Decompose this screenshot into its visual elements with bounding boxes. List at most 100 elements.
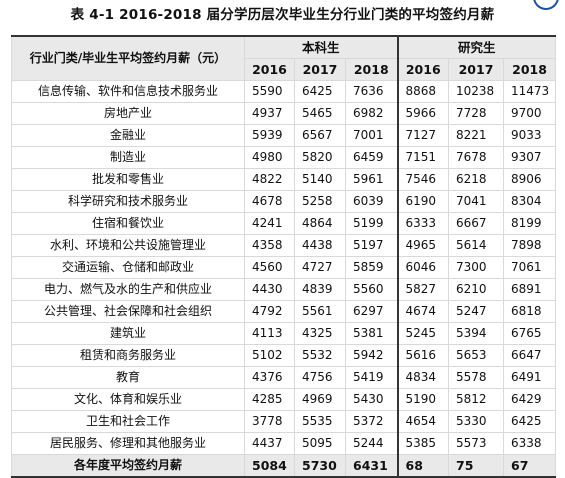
salary-cell: 8906 [503, 168, 557, 191]
industry-name: 公共管理、社会保障和社会组织 [11, 300, 245, 323]
salary-cell: 5616 [396, 344, 450, 367]
total-salary-cell: 68 [396, 454, 450, 478]
table-row: 水利、环境和公共设施管理业 4358 4438 5197 4965 5614 7898 [11, 234, 557, 257]
table-row: 文化、体育和娱乐业 4285 4969 5430 5190 5812 6429 [11, 388, 557, 411]
salary-cell: 6425 [294, 80, 346, 103]
salary-cell: 5381 [344, 322, 399, 345]
salary-cell: 8304 [503, 190, 557, 213]
salary-cell: 5614 [448, 234, 505, 257]
salary-cell: 5573 [448, 432, 505, 455]
salary-cell: 6429 [503, 388, 557, 411]
salary-cell: 4834 [396, 366, 450, 389]
salary-cell: 4430 [244, 278, 295, 301]
salary-cell: 7041 [448, 190, 505, 213]
table-row: 金融业 5939 6567 7001 7127 8221 9033 [11, 124, 557, 147]
salary-cell: 4792 [244, 300, 295, 323]
industry-name: 教育 [11, 366, 245, 389]
salary-cell: 6765 [503, 322, 557, 345]
salary-cell: 5827 [396, 278, 450, 301]
industry-name: 住宿和餐饮业 [11, 212, 245, 235]
salary-cell: 5939 [244, 124, 295, 147]
salary-cell: 7300 [448, 256, 505, 279]
total-salary-cell: 75 [448, 454, 505, 478]
salary-cell: 6046 [396, 256, 450, 279]
total-salary-cell: 6431 [344, 454, 399, 478]
salary-cell: 5197 [344, 234, 399, 257]
salary-cell: 7061 [503, 256, 557, 279]
group-header-undergrad: 本科生 [243, 35, 399, 59]
industry-name: 水利、环境和公共设施管理业 [11, 234, 245, 257]
table-row: 制造业 4980 5820 6459 7151 7678 9307 [11, 146, 557, 169]
salary-cell: 5812 [448, 388, 505, 411]
group-header-graduate: 研究生 [396, 35, 557, 59]
salary-cell: 6891 [503, 278, 557, 301]
salary-cell: 6567 [294, 124, 346, 147]
salary-cell: 4358 [244, 234, 295, 257]
salary-cell: 7001 [344, 124, 399, 147]
salary-cell: 4674 [396, 300, 450, 323]
industry-name: 房地产业 [11, 102, 245, 125]
year-header: 2018 [344, 58, 399, 81]
table-row: 住宿和餐饮业 4241 4864 5199 6333 6667 8199 [11, 212, 557, 235]
salary-cell: 6425 [503, 410, 557, 433]
salary-cell: 4839 [294, 278, 346, 301]
table-row: 批发和零售业 4822 5140 5961 7546 6218 8906 [11, 168, 557, 191]
table-row: 居民服务、修理和其他服务业 4437 5095 5244 5385 5573 6338 [11, 432, 557, 455]
year-header: 2017 [448, 58, 505, 81]
table-row: 建筑业 4113 4325 5381 5245 5394 6765 [11, 322, 557, 345]
salary-cell: 5419 [344, 366, 399, 389]
salary-cell: 7636 [344, 80, 399, 103]
salary-cell: 5966 [396, 102, 450, 125]
salary-cell: 8199 [503, 212, 557, 235]
salary-cell: 5244 [344, 432, 399, 455]
salary-cell: 5258 [294, 190, 346, 213]
salary-cell: 10238 [448, 80, 505, 103]
salary-cell: 5247 [448, 300, 505, 323]
year-header: 2016 [244, 58, 295, 81]
salary-cell: 6218 [448, 168, 505, 191]
salary-cell: 4376 [244, 366, 295, 389]
salary-table: 行业门类/毕业生平均签约月薪（元） 本科生 研究生 2016 2017 2018… [11, 35, 557, 478]
salary-cell: 6667 [448, 212, 505, 235]
salary-cell: 4560 [244, 256, 295, 279]
salary-cell: 5330 [448, 410, 505, 433]
salary-cell: 5653 [448, 344, 505, 367]
salary-cell: 3778 [244, 410, 295, 433]
salary-cell: 7898 [503, 234, 557, 257]
table-row: 交通运输、仓储和邮政业 4560 4727 5859 6046 7300 7061 [11, 256, 557, 279]
salary-cell: 4678 [244, 190, 295, 213]
salary-cell: 6338 [503, 432, 557, 455]
year-header: 2017 [294, 58, 346, 81]
salary-cell: 4654 [396, 410, 450, 433]
salary-cell: 9700 [503, 102, 557, 125]
industry-name: 信息传输、软件和信息技术服务业 [11, 80, 245, 103]
salary-cell: 11473 [503, 80, 557, 103]
salary-cell: 5102 [244, 344, 295, 367]
salary-cell: 5532 [294, 344, 346, 367]
salary-cell: 4937 [244, 102, 295, 125]
industry-name: 建筑业 [11, 322, 245, 345]
salary-cell: 4113 [244, 322, 295, 345]
salary-cell: 5561 [294, 300, 346, 323]
salary-cell: 6459 [344, 146, 399, 169]
salary-cell: 5190 [396, 388, 450, 411]
salary-cell: 6210 [448, 278, 505, 301]
salary-cell: 7151 [396, 146, 450, 169]
industry-name: 居民服务、修理和其他服务业 [11, 432, 245, 455]
salary-cell: 7546 [396, 168, 450, 191]
table-row: 卫生和社会工作 3778 5535 5372 4654 5330 6425 [11, 410, 557, 433]
salary-cell: 6333 [396, 212, 450, 235]
salary-cell: 5820 [294, 146, 346, 169]
salary-cell: 5394 [448, 322, 505, 345]
salary-cell: 6491 [503, 366, 557, 389]
salary-cell: 4285 [244, 388, 295, 411]
salary-cell: 9033 [503, 124, 557, 147]
industry-name: 科学研究和技术服务业 [11, 190, 245, 213]
salary-cell: 4969 [294, 388, 346, 411]
salary-cell: 6297 [344, 300, 399, 323]
salary-cell: 6982 [344, 102, 399, 125]
table-row: 电力、燃气及水的生产和供应业 4430 4839 5560 5827 6210 6891 [11, 278, 557, 301]
salary-cell: 5590 [244, 80, 295, 103]
salary-cell: 7678 [448, 146, 505, 169]
table-row: 教育 4376 4756 5419 4834 5578 6491 [11, 366, 557, 389]
